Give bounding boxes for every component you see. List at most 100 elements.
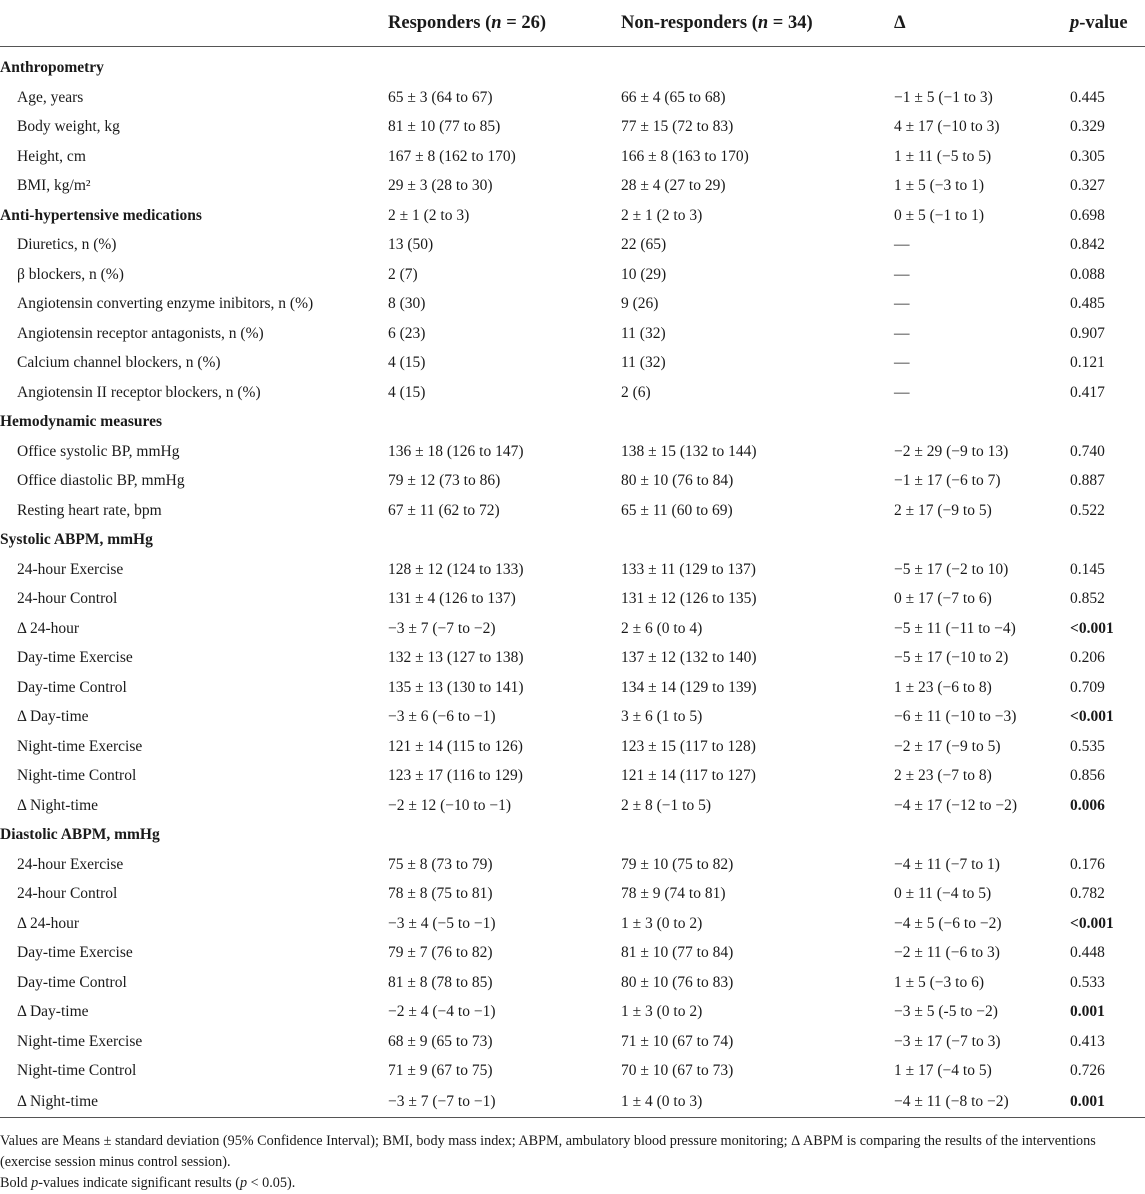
p-value: 0.533 [1070,973,1105,991]
table-row: 24-hour Control 131 ± 4 (126 to 137) 131 ±… [0,585,1145,615]
non-responders-value: 81 ± 10 (77 to 84) [621,944,734,962]
non-responders-value: 77 ± 15 (72 to 83) [621,118,734,136]
table-row: 24-hour Exercise 128 ± 12 (124 to 133) 133… [0,555,1145,585]
delta-value: 0 ± 17 (−7 to 6) [894,590,992,608]
delta-value [894,408,1070,438]
responders-value: 8 (30) [388,295,426,313]
table-row: 24-hour Control 78 ± 8 (75 to 81) 78 ± 9 (… [0,880,1145,910]
row-label: Angiotensin II receptor blockers, n (%) [17,383,261,401]
p-value: 0.907 [1070,324,1105,342]
non-responders-value: 22 (65) [621,236,667,254]
responders-value: 2 (7) [388,265,418,283]
table-row: Diuretics, n (%) 13 (50) 22 (65) — 0.842 [0,231,1145,261]
responders-value: 75 ± 8 (73 to 79) [388,855,493,873]
non-responders-value: 137 ± 12 (132 to 140) [621,649,757,667]
p-value: 0.887 [1070,472,1105,490]
non-responders-value [621,821,894,851]
row-label: Day-time Control [17,973,127,991]
p-value: 0.006 [1070,796,1105,814]
table-row: Office diastolic BP, mmHg 79 ± 12 (73 to … [0,467,1145,497]
row-label: Day-time Control [17,678,127,696]
p-value: 0.001 [1070,1003,1105,1021]
responders-value: −3 ± 4 (−5 to −1) [388,914,496,932]
non-responders-value: 121 ± 14 (117 to 127) [621,767,756,785]
p-value: 0.327 [1070,177,1105,195]
p-value: <0.001 [1070,619,1114,637]
non-responders-value: 28 ± 4 (27 to 29) [621,177,726,195]
p-value: 0.145 [1070,560,1105,578]
non-responders-value: 9 (26) [621,295,659,313]
row-label: Anthropometry [0,46,382,83]
row-label: Night-time Exercise [17,737,143,755]
delta-value: −3 ± 17 (−7 to 3) [894,1032,1001,1050]
non-responders-value [621,526,894,556]
header-non-responders: Non-responders (n = 34) [621,12,813,33]
responders-value: 29 ± 3 (28 to 30) [388,177,493,195]
p-value: 0.698 [1070,206,1105,224]
non-responders-value: 66 ± 4 (65 to 68) [621,88,726,106]
responders-value: 2 ± 1 (2 to 3) [388,206,470,224]
delta-value: −1 ± 17 (−6 to 7) [894,472,1001,490]
p-value: <0.001 [1070,914,1114,932]
responders-value [382,46,621,83]
table-row: Δ Day-time −2 ± 4 (−4 to −1) 1 ± 3 (0 to 2… [0,998,1145,1028]
responders-value: 123 ± 17 (116 to 129) [388,767,523,785]
row-label: Resting heart rate, bpm [17,501,162,519]
table-row: Day-time Control 81 ± 8 (78 to 85) 80 ± 10… [0,968,1145,998]
non-responders-value: 2 ± 8 (−1 to 5) [621,796,712,814]
delta-value [894,821,1070,851]
row-label: β blockers, n (%) [17,265,124,283]
table-row: Day-time Control 135 ± 13 (130 to 141) 134… [0,673,1145,703]
delta-value: — [894,265,910,283]
responders-value [382,408,621,438]
delta-value: −5 ± 17 (−2 to 10) [894,560,1009,578]
responders-value: 13 (50) [388,236,434,254]
responders-value: −3 ± 6 (−6 to −1) [388,708,496,726]
table-header: Responders (n = 26) Non-responders (n = … [0,0,1145,47]
responders-value: 79 ± 12 (73 to 86) [388,472,501,490]
delta-value: — [894,236,910,254]
p-value [1070,46,1145,83]
non-responders-value: 65 ± 11 (60 to 69) [621,501,733,519]
table-row: Height, cm 167 ± 8 (162 to 170) 166 ± 8 (1… [0,142,1145,172]
p-value: 0.417 [1070,383,1105,401]
header-responders: Responders (n = 26) [388,12,547,33]
row-label: Δ 24-hour [17,619,80,637]
p-value: 0.413 [1070,1032,1105,1050]
row-label: Office systolic BP, mmHg [17,442,180,460]
non-responders-value [621,408,894,438]
row-label: 24-hour Exercise [17,855,124,873]
delta-value: −2 ± 11 (−6 to 3) [894,944,1000,962]
delta-value: −5 ± 17 (−10 to 2) [894,649,1009,667]
table-footnotes: Values are Means ± standard deviation (9… [0,1131,1145,1194]
table-row: Δ 24-hour −3 ± 7 (−7 to −2) 2 ± 6 (0 to 4)… [0,614,1145,644]
p-value: 0.176 [1070,855,1105,873]
p-value: 0.782 [1070,885,1105,903]
non-responders-value: 79 ± 10 (75 to 82) [621,855,734,873]
delta-value: 1 ± 23 (−6 to 8) [894,678,992,696]
row-label: 24-hour Control [17,590,118,608]
p-value: 0.121 [1070,354,1105,372]
p-value: 0.001 [1070,1086,1145,1118]
header-p-value: p-value [1070,12,1128,33]
table-row: Δ Day-time −3 ± 6 (−6 to −1) 3 ± 6 (1 to 5… [0,703,1145,733]
delta-value: 1 ± 5 (−3 to 6) [894,973,985,991]
row-label: Diuretics, n (%) [17,236,117,254]
p-value: 0.305 [1070,147,1105,165]
delta-value: — [894,324,910,342]
delta-value: 2 ± 17 (−9 to 5) [894,501,992,519]
p-value: 0.709 [1070,678,1105,696]
row-label: Office diastolic BP, mmHg [17,472,185,490]
table-row: Night-time Exercise 121 ± 14 (115 to 126)… [0,732,1145,762]
table-row: Age, years 65 ± 3 (64 to 67) 66 ± 4 (65 to… [0,83,1145,113]
table-row: Office systolic BP, mmHg 136 ± 18 (126 to… [0,437,1145,467]
non-responders-value: 70 ± 10 (67 to 73) [621,1062,734,1080]
table-row: Calcium channel blockers, n (%) 4 (15) 11 … [0,349,1145,379]
delta-value: 1 ± 5 (−3 to 1) [894,177,985,195]
delta-value: −3 ± 5 (-5 to −2) [894,1003,998,1021]
row-label: Day-time Exercise [17,649,133,667]
row-label: Δ Night-time [0,1086,382,1118]
responders-value: 167 ± 8 (162 to 170) [388,147,516,165]
row-label: 24-hour Exercise [17,560,124,578]
table-row: Angiotensin receptor antagonists, n (%) 6… [0,319,1145,349]
